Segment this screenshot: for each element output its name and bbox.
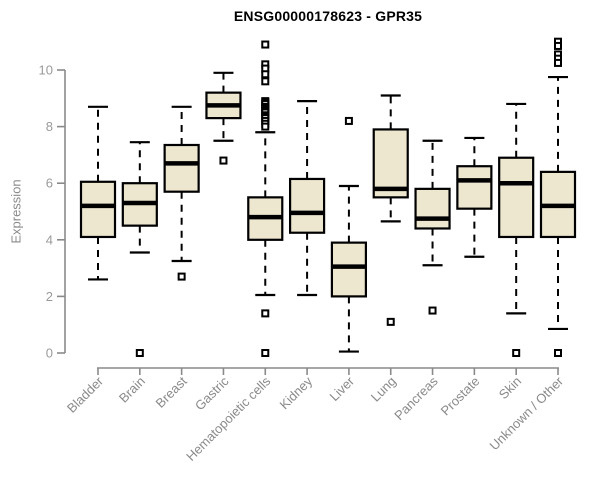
- iqr-box: [330, 241, 368, 298]
- iqr-box: [498, 156, 535, 239]
- outlier-point: [135, 349, 144, 357]
- outlier-point: [177, 272, 186, 281]
- outlier-point: [554, 58, 562, 67]
- outlier-point: [261, 40, 270, 49]
- x-category-label: Pancreas: [391, 373, 441, 423]
- iqr-box: [372, 128, 409, 199]
- outlier-point: [428, 306, 437, 315]
- outlier-point: [261, 309, 270, 318]
- x-category-label: Liver: [326, 373, 357, 404]
- outlier-point: [344, 116, 353, 125]
- outlier-point: [512, 349, 521, 357]
- iqr-box: [79, 180, 117, 239]
- y-tick-label: 2: [46, 289, 53, 304]
- x-category-label: Skin: [496, 374, 524, 402]
- x-category-label: Breast: [153, 373, 190, 410]
- outlier-point: [386, 317, 395, 326]
- outlier-point: [261, 70, 270, 79]
- iqr-box: [163, 143, 200, 193]
- outlier-point: [261, 122, 270, 131]
- outlier-point: [261, 77, 270, 86]
- x-category-label: Prostate: [438, 374, 483, 419]
- x-category-label: Kidney: [276, 373, 315, 412]
- iqr-box: [288, 177, 326, 234]
- y-tick-label: 6: [46, 176, 53, 191]
- x-category-label: Bladder: [64, 373, 107, 416]
- chart-title: ENSG00000178623 - GPR35: [233, 8, 423, 24]
- outlier-point: [554, 349, 562, 357]
- x-category-label: Unknown / Other: [487, 373, 567, 453]
- y-tick-label: 10: [39, 63, 53, 78]
- outlier-point: [219, 156, 228, 165]
- outlier-point: [554, 41, 562, 50]
- outlier-point: [261, 349, 270, 357]
- x-category-label: Brain: [116, 374, 148, 406]
- y-tick-label: 8: [46, 119, 53, 134]
- iqr-box: [456, 165, 493, 210]
- iqr-box: [414, 187, 451, 230]
- y-tick-label: 4: [46, 232, 53, 247]
- x-category-label: Gastric: [192, 373, 232, 413]
- x-category-label: Lung: [368, 374, 399, 405]
- y-tick-label: 0: [46, 346, 53, 361]
